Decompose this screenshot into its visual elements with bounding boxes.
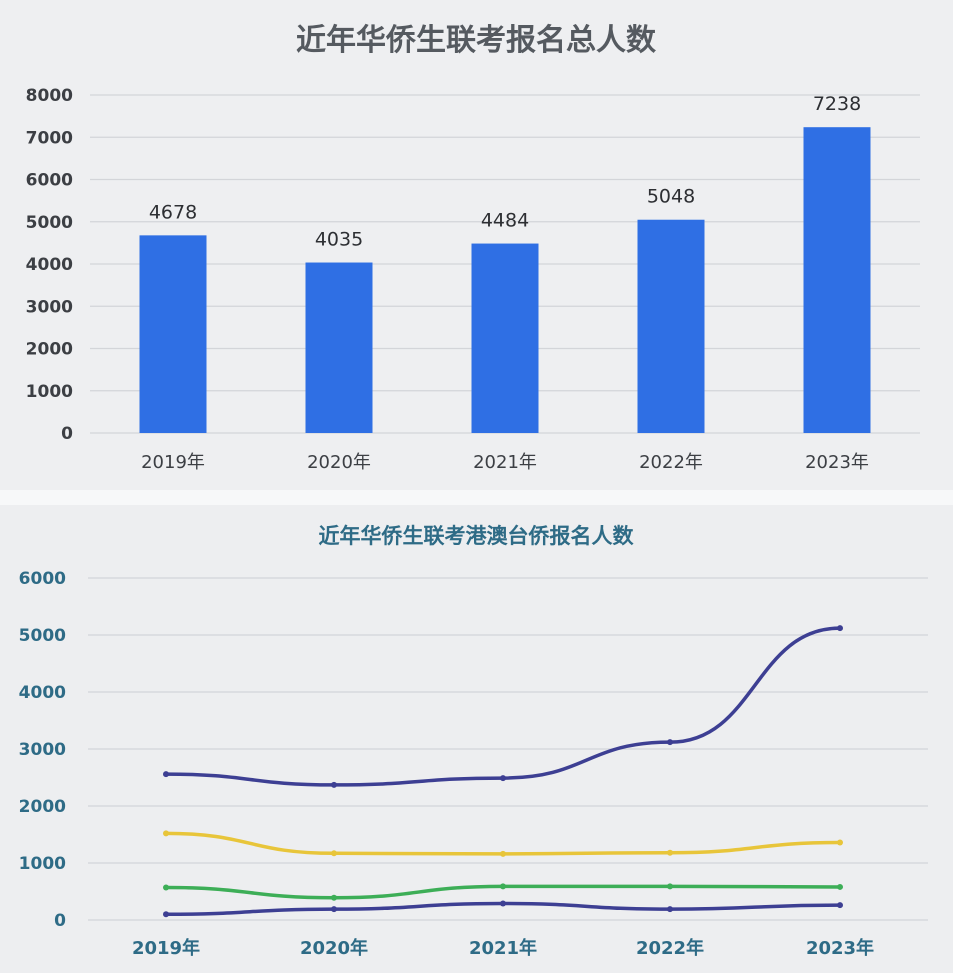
y-tick-label: 1000 (26, 382, 73, 402)
x-tick-label: 2019年 (132, 937, 200, 959)
line-chart-title: 近年华侨生联考港澳台侨报名人数 (319, 524, 635, 548)
bar (803, 127, 871, 433)
bar-chart: 近年华侨生联考报名总人数 0 1000 2000 3000 4000 5000 6000 70… (26, 23, 920, 473)
data-point (331, 850, 337, 857)
bar-chart-title: 近年华侨生联考报名总人数 (296, 23, 657, 58)
y-tick-label: 6000 (26, 171, 73, 191)
data-point (667, 849, 673, 856)
bar-chart-panel: 近年华侨生联考报名总人数 0 1000 2000 3000 4000 5000 6000 70… (25, 23, 920, 473)
y-tick-label: 6000 (19, 569, 66, 589)
line-chart: 近年华侨生联考港澳台侨报名人数 0 1000 2000 3000 4000 5000 600… (19, 524, 928, 959)
panel-divider (0, 490, 953, 505)
y-tick-label: 7000 (26, 128, 73, 148)
data-point (163, 884, 169, 891)
data-point (331, 906, 337, 913)
data-point (500, 900, 506, 907)
data-point (667, 883, 673, 890)
y-tick-label: 4000 (19, 683, 66, 703)
data-label: 4484 (481, 210, 529, 232)
x-tick-label: 2019年 (141, 452, 205, 473)
data-label: 4035 (315, 229, 363, 251)
bar (139, 235, 207, 433)
data-point (837, 625, 843, 632)
data-point (837, 883, 843, 890)
y-tick-label: 0 (54, 911, 66, 931)
bar (637, 219, 705, 433)
data-label: 5048 (647, 186, 695, 208)
x-tick-label: 2021年 (469, 937, 537, 959)
y-tick-label: 3000 (19, 740, 66, 760)
x-tick-label: 2023年 (805, 452, 869, 473)
y-tick-label: 4000 (26, 255, 73, 275)
data-point (163, 771, 169, 778)
data-point (837, 902, 843, 909)
bar (471, 243, 539, 433)
line-chart-panel: 近年华侨生联考港澳台侨报名人数 0 1000 2000 3000 4000 5000 600… (0, 505, 953, 973)
data-label: 7238 (813, 93, 861, 115)
x-tick-label: 2022年 (639, 452, 703, 473)
series-line (164, 831, 842, 856)
x-tick-label: 2020年 (300, 937, 368, 959)
x-tick-label: 2022年 (636, 937, 704, 959)
y-tick-label: 2000 (26, 340, 73, 360)
x-tick-label: 2021年 (473, 452, 537, 473)
data-point (667, 739, 673, 746)
y-tick-label: 2000 (19, 797, 66, 817)
data-point (331, 894, 337, 901)
data-label: 4678 (149, 201, 197, 223)
y-tick-label: 8000 (26, 86, 73, 106)
data-point (500, 883, 506, 890)
y-tick-label: 5000 (26, 213, 73, 233)
data-point (163, 830, 169, 837)
x-tick-label: 2020年 (307, 452, 371, 473)
y-tick-label: 5000 (19, 626, 66, 646)
data-point (667, 906, 673, 913)
bar (305, 262, 373, 433)
data-point (331, 781, 337, 788)
data-point (163, 911, 169, 918)
series-line (164, 626, 842, 787)
y-tick-label: 1000 (19, 854, 66, 874)
data-point (500, 775, 506, 782)
y-tick-label: 0 (61, 424, 73, 444)
y-tick-label: 3000 (26, 297, 73, 317)
data-point (837, 839, 843, 846)
data-point (500, 850, 506, 857)
x-tick-label: 2023年 (806, 937, 874, 959)
